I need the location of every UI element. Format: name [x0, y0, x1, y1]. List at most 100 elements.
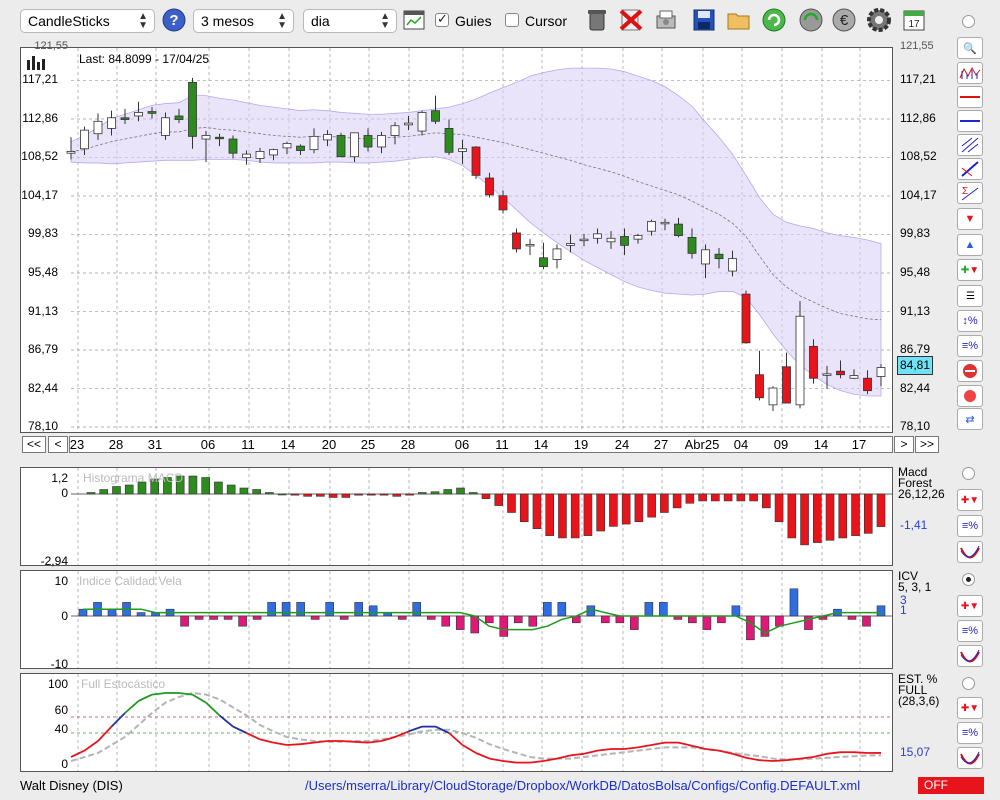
print-icon[interactable] — [652, 6, 680, 34]
off-status-badge[interactable]: OFF — [918, 777, 984, 794]
calendar-icon[interactable]: 17 — [900, 6, 928, 34]
icv-right-label: ICV 5, 3, 1 — [898, 569, 932, 594]
macd-bar — [188, 475, 198, 495]
stoch-curve-button[interactable] — [957, 747, 983, 769]
macd-panel[interactable]: Histograma MACD — [20, 467, 893, 566]
trendline-icon — [961, 161, 979, 177]
stoch-fast-segment — [178, 692, 193, 696]
main-chart-panel[interactable]: Last: 84.8099 - 17/04/25 — [20, 47, 893, 433]
icv-curve-button[interactable] — [957, 645, 983, 667]
candle — [782, 352, 791, 404]
macd-ytick-bottom: -2,94 — [40, 554, 68, 568]
icv-bar — [484, 615, 494, 624]
signals-button[interactable]: ✚▼ — [957, 259, 983, 281]
sync-icon[interactable] — [797, 6, 825, 34]
candle — [228, 135, 238, 159]
config-path-link[interactable]: /Users/mserra/Library/CloudStorage/Dropb… — [305, 778, 861, 793]
candle-body — [282, 143, 292, 149]
ytick-label-right: 82,44 — [900, 380, 931, 395]
timeline-bar[interactable] — [69, 436, 893, 453]
stoch-arrows-button[interactable]: ✚▼ — [957, 697, 983, 719]
record-button[interactable] — [957, 385, 983, 407]
macd-bar — [265, 492, 274, 495]
candle — [255, 147, 265, 163]
icv-panel[interactable]: Indice Calidad Vela — [20, 570, 893, 669]
candle-body — [66, 151, 76, 154]
sell-arrow-button[interactable]: ▼ — [957, 208, 983, 230]
gear-icon[interactable] — [865, 6, 893, 34]
stoch-fast-segment — [367, 740, 382, 744]
candle-body — [390, 125, 400, 136]
icv-bar — [876, 605, 886, 617]
macd-panel-radio[interactable] — [962, 467, 975, 480]
blue-hline-button[interactable] — [957, 110, 983, 132]
no-entry-button[interactable] — [957, 360, 983, 382]
macd-bar — [379, 493, 389, 496]
macd-bar — [660, 493, 669, 513]
stoch-panel-radio[interactable] — [962, 677, 975, 690]
icv-arrows-button[interactable]: ✚▼ — [957, 595, 983, 617]
candle-body — [336, 135, 346, 158]
icv-bar — [194, 615, 204, 620]
stoch-panel[interactable]: Full Estocástico — [20, 673, 893, 772]
indicator-tool-button[interactable] — [957, 62, 983, 84]
percent-scale-button[interactable]: ↕% — [957, 310, 983, 332]
delete-icon[interactable] — [617, 6, 645, 34]
grid-lines-button[interactable]: ☰ — [957, 285, 983, 307]
channel-tool-button[interactable] — [957, 134, 983, 156]
macd-bar — [494, 493, 504, 506]
candle — [309, 128, 319, 154]
macd-bar — [570, 493, 580, 539]
nav-next-button[interactable]: > — [894, 436, 914, 453]
candle-body — [660, 221, 670, 225]
save-icon[interactable] — [690, 6, 718, 34]
chart-logo-icon — [27, 56, 49, 73]
macd-arrows-button[interactable]: ✚▼ — [957, 489, 983, 511]
guides-checkbox[interactable] — [435, 11, 449, 27]
buy-arrow-button[interactable]: ▲ — [957, 234, 983, 256]
period-value: 3 mesos — [201, 13, 254, 29]
macd-bar — [596, 493, 605, 532]
sigma-icon: Σ — [961, 186, 979, 201]
swap-button[interactable]: ⇄ — [957, 408, 983, 430]
calendar-chart-icon[interactable] — [400, 6, 428, 34]
stoch-percent-button[interactable]: ≡% — [957, 722, 983, 744]
candle — [512, 228, 521, 253]
nav-first-button[interactable]: << — [22, 436, 46, 453]
open-folder-icon[interactable] — [725, 6, 753, 34]
candle-body — [741, 293, 751, 344]
candle-body — [417, 112, 427, 132]
nav-prev-button[interactable]: < — [48, 436, 68, 453]
cursor-checkbox[interactable] — [505, 13, 519, 27]
help-icon[interactable]: ? — [160, 6, 188, 34]
red-hline-button[interactable] — [957, 86, 983, 108]
chart-type-select[interactable]: CandleSticks ▲ ▼ — [20, 9, 155, 33]
euro-icon[interactable]: € — [830, 6, 858, 34]
icv-bar — [644, 602, 654, 617]
refresh-icon[interactable] — [760, 6, 788, 34]
candlestick-chart[interactable] — [21, 48, 892, 432]
swap-arrows-icon: ⇄ — [965, 413, 975, 426]
sigma-tool-button[interactable]: Σ — [957, 182, 983, 204]
candle-body — [620, 236, 629, 246]
candle — [350, 132, 359, 163]
oscillator-curve-icon — [960, 751, 980, 765]
icv-bar — [847, 615, 857, 620]
candle-body — [687, 236, 697, 254]
period-select[interactable]: 3 mesos ▲ ▼ — [193, 9, 294, 33]
macd-percent-button[interactable]: ≡% — [957, 515, 983, 537]
zoom-tool-button[interactable]: 🔍 — [957, 37, 983, 59]
percent-lines-button[interactable]: ≡% — [957, 335, 983, 357]
trash-icon[interactable] — [583, 6, 611, 34]
icv-panel-radio[interactable] — [962, 573, 975, 586]
main-panel-radio[interactable] — [962, 15, 975, 28]
trendline-tool-button[interactable] — [957, 158, 983, 180]
macd-curve-button[interactable] — [957, 541, 983, 563]
icv-bar — [775, 615, 784, 627]
icv-bar — [862, 615, 871, 627]
icv-bar — [354, 602, 363, 617]
nav-last-button[interactable]: >> — [915, 436, 939, 453]
icv-percent-button[interactable]: ≡% — [957, 620, 983, 642]
macd-bar — [124, 484, 134, 495]
interval-select[interactable]: dia ▲ ▼ — [303, 9, 397, 33]
